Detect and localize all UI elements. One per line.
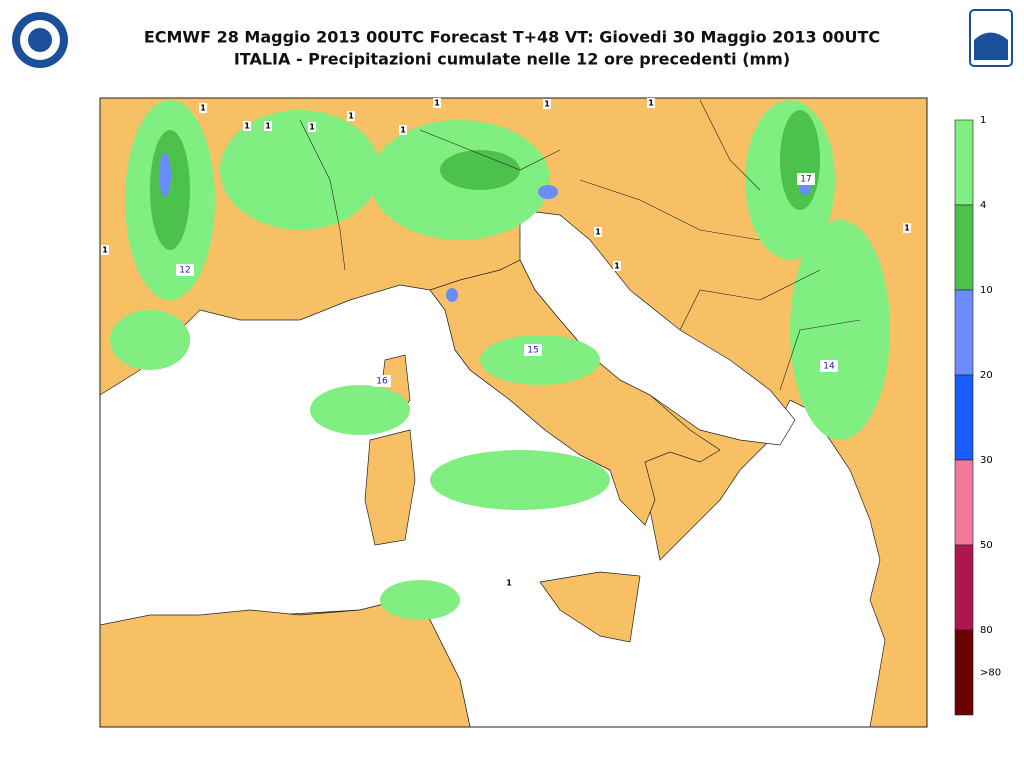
map-value-label: 16: [376, 377, 388, 387]
label-box: [524, 344, 542, 356]
label-box: [243, 121, 251, 131]
label-box: [505, 578, 513, 588]
map-frame: [99, 97, 928, 728]
label-box: [264, 121, 272, 131]
label-box: [903, 223, 911, 233]
colorbar-label: 30: [980, 455, 993, 466]
contour-label: 1: [506, 579, 512, 588]
colorbar-segment: [954, 629, 974, 716]
contour-label: 1: [595, 228, 601, 237]
colorbar-label: >80: [980, 668, 1001, 679]
logo-left: [12, 12, 68, 68]
map-value-label: 12: [179, 266, 190, 276]
contour-label: 1: [400, 126, 406, 135]
colorbar-label: 4: [980, 200, 986, 211]
label-box: [797, 173, 815, 185]
label-box: [308, 122, 316, 132]
colorbar-label: 1: [980, 115, 986, 126]
contour-label: 1: [648, 99, 654, 108]
label-box: [647, 98, 655, 108]
label-box: [399, 125, 407, 135]
logo-right: [969, 9, 1013, 67]
colorbar-segment: [954, 119, 974, 206]
label-box: [101, 245, 109, 255]
subtitle: ITALIA - Precipitazioni cumulate nelle 1…: [234, 50, 790, 69]
map-value-label: 17: [800, 175, 811, 185]
contour-label: 1: [614, 262, 620, 271]
sardinia: [364, 429, 416, 546]
contour-label: 1: [102, 246, 108, 255]
label-box: [199, 103, 207, 113]
colorbar-label: 80: [980, 625, 993, 636]
colorbar-segment: [954, 374, 974, 461]
contour-label: 1: [434, 99, 440, 108]
colorbar-segment: [954, 544, 974, 631]
contour-label: 1: [904, 224, 910, 233]
contour-label: 1: [200, 104, 206, 113]
colorbar-segment: [954, 289, 974, 376]
precipitation: [110, 100, 890, 620]
label-box: [613, 261, 621, 271]
contour-label: 1: [544, 100, 550, 109]
label-box: [820, 360, 838, 372]
title: ECMWF 28 Maggio 2013 00UTC Forecast T+48…: [144, 28, 880, 47]
label-box: [176, 264, 194, 276]
contour-label: 1: [244, 122, 250, 131]
sicily: [539, 571, 641, 643]
colorbar-segment: [954, 459, 974, 546]
label-box: [347, 111, 355, 121]
borders: [299, 99, 861, 391]
label-box: [543, 99, 551, 109]
map-value-label: 14: [823, 362, 835, 372]
colorbar-segment: [954, 204, 974, 291]
map: [99, 97, 928, 728]
italy: [429, 259, 721, 526]
contour-label: 1: [309, 123, 315, 132]
colorbar-label: 10: [980, 285, 993, 296]
label-box: [433, 98, 441, 108]
colorbar-label: 50: [980, 540, 993, 551]
colorbar-label: 20: [980, 370, 993, 381]
contour-label: 1: [348, 112, 354, 121]
label-box: [594, 227, 602, 237]
map-value-label: 15: [527, 346, 538, 356]
contour-label: 1: [265, 122, 271, 131]
label-box: [373, 375, 391, 387]
